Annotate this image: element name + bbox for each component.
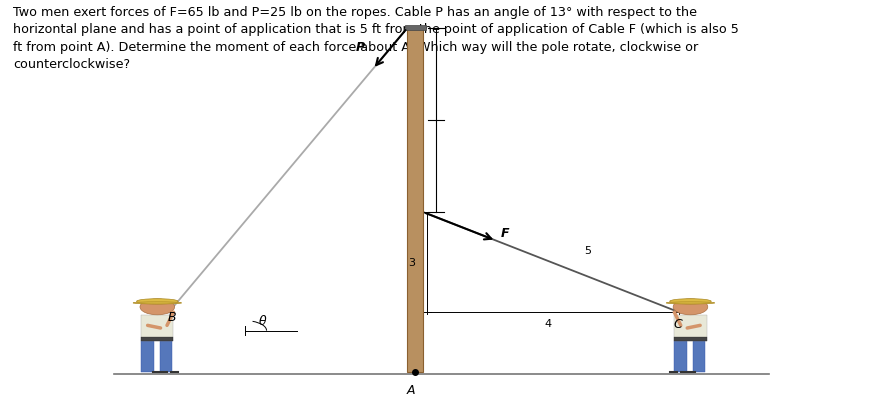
Text: P: P (356, 41, 365, 54)
Text: Two men exert forces of F=65 lb and P=25 lb on the ropes. Cable P has an angle o: Two men exert forces of F=65 lb and P=25… (13, 6, 739, 72)
Circle shape (140, 299, 175, 315)
Text: F: F (501, 226, 509, 240)
Text: 4: 4 (545, 319, 551, 329)
Text: $\theta$: $\theta$ (258, 314, 267, 328)
Ellipse shape (136, 299, 178, 304)
Text: A: A (406, 384, 415, 397)
Text: 5: 5 (584, 246, 591, 256)
Bar (407, 28, 423, 372)
Bar (675, 337, 706, 341)
Text: B: B (168, 311, 177, 324)
Ellipse shape (133, 302, 182, 304)
Ellipse shape (669, 299, 711, 304)
Circle shape (673, 299, 708, 315)
Bar (675, 315, 706, 341)
Text: C: C (673, 318, 682, 331)
Bar (693, 341, 705, 372)
Bar (160, 341, 172, 372)
Bar (675, 341, 687, 372)
Bar (142, 315, 173, 341)
Bar (142, 341, 154, 372)
Bar (142, 337, 173, 341)
Bar (405, 25, 426, 30)
Text: 3: 3 (408, 258, 415, 268)
Ellipse shape (666, 302, 715, 304)
